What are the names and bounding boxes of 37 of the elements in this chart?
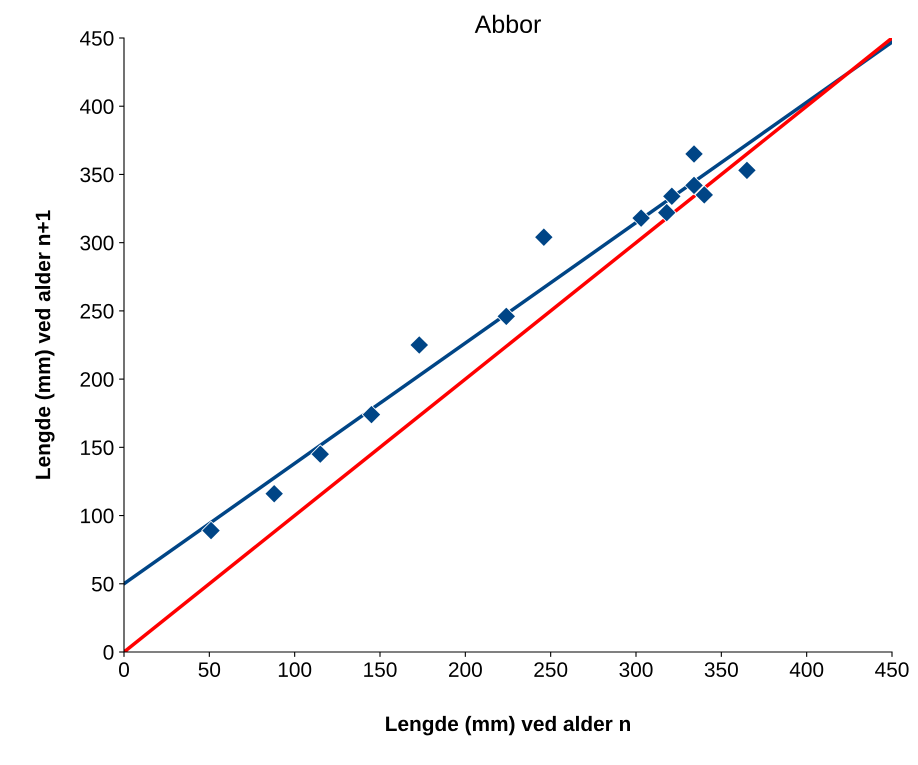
- x-tick-label: 50: [198, 662, 220, 678]
- point: [684, 144, 704, 164]
- point: [694, 185, 714, 205]
- x-tick-label: 450: [875, 662, 909, 678]
- y-tick-label: 300: [80, 236, 114, 250]
- y-tick-label: 50: [92, 576, 114, 592]
- point: [264, 484, 284, 504]
- point: [656, 202, 676, 222]
- point: [631, 208, 651, 228]
- x-tick-label: 200: [449, 662, 482, 678]
- x-tick-label: 300: [619, 662, 653, 678]
- point: [662, 186, 682, 206]
- y-tick-label: 150: [81, 440, 114, 456]
- x-tick-label: 100: [278, 662, 312, 678]
- point: [310, 444, 330, 464]
- y-tick-label: 200: [80, 372, 114, 387]
- chart-title: Abbor: [474, 14, 541, 34]
- point: [410, 335, 429, 355]
- y-tick-label: 350: [80, 167, 114, 182]
- x-tick-label: 150: [364, 662, 397, 678]
- point: [534, 227, 554, 247]
- y-tick-label: 400: [80, 99, 114, 114]
- x-tick-label: 0: [119, 662, 129, 678]
- point: [684, 176, 704, 196]
- point: [496, 306, 516, 326]
- y-tick-label: 450: [80, 31, 114, 46]
- point: [201, 520, 221, 540]
- y-tick-label: 0: [104, 645, 114, 660]
- x-tick-label: 400: [790, 662, 824, 678]
- y-tick-label: 250: [80, 304, 114, 319]
- x-tick-label: 250: [534, 662, 568, 678]
- point: [737, 160, 757, 180]
- y-axis-title: Lengde (mm) ved alder n+1: [35, 210, 55, 479]
- x-axis-title: Lengde (mm) ved alder n: [386, 716, 630, 736]
- x-tick-label: 350: [704, 662, 738, 678]
- point: [362, 404, 382, 424]
- y-tick-label: 100: [81, 508, 114, 524]
